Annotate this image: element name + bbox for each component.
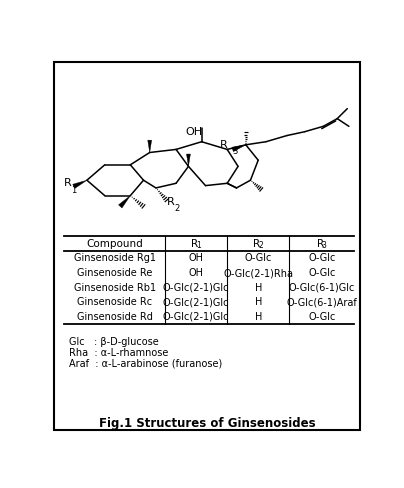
Text: O-Glc(6-1)Glc: O-Glc(6-1)Glc — [288, 283, 355, 293]
Text: Ginsenoside Rd: Ginsenoside Rd — [77, 312, 153, 322]
Text: O-Glc(2-1)Glc: O-Glc(2-1)Glc — [163, 312, 229, 322]
Text: Ginsenoside Rg1: Ginsenoside Rg1 — [74, 253, 156, 264]
Text: Ginsenoside Re: Ginsenoside Re — [77, 268, 153, 278]
Text: OH: OH — [189, 253, 204, 264]
Text: H: H — [255, 312, 262, 322]
Text: R: R — [167, 197, 175, 207]
Text: O-Glc: O-Glc — [308, 312, 335, 322]
Polygon shape — [148, 140, 152, 152]
Text: 1: 1 — [72, 185, 77, 195]
Polygon shape — [232, 145, 246, 152]
Text: 2: 2 — [258, 241, 263, 250]
Text: R: R — [317, 239, 324, 249]
Text: Ginsenoside Rb1: Ginsenoside Rb1 — [74, 283, 156, 293]
Text: O-Glc: O-Glc — [244, 253, 272, 264]
Text: Compound: Compound — [86, 239, 143, 249]
Text: R: R — [253, 239, 260, 249]
Text: O-Glc(6-1)Araf: O-Glc(6-1)Araf — [286, 297, 357, 307]
Text: 1: 1 — [196, 241, 201, 250]
Text: Rha  : α-L-rhamnose: Rha : α-L-rhamnose — [69, 347, 168, 358]
Text: OH: OH — [189, 268, 204, 278]
Text: H: H — [255, 283, 262, 293]
Text: Araf  : α-L-arabinose (furanose): Araf : α-L-arabinose (furanose) — [69, 359, 222, 368]
Text: Ginsenoside Rc: Ginsenoside Rc — [77, 297, 152, 307]
Text: 3: 3 — [232, 147, 237, 156]
Text: R: R — [220, 140, 228, 150]
Text: O-Glc(2-1)Glc: O-Glc(2-1)Glc — [163, 283, 229, 293]
Text: R: R — [191, 239, 198, 249]
Polygon shape — [187, 154, 190, 166]
Text: O-Glc: O-Glc — [308, 268, 335, 278]
Polygon shape — [73, 180, 87, 188]
Text: Fig.1 Structures of Ginsenosides: Fig.1 Structures of Ginsenosides — [99, 417, 316, 430]
Polygon shape — [118, 196, 130, 208]
Text: O-Glc: O-Glc — [308, 253, 335, 264]
Text: Glc   : β-D-glucose: Glc : β-D-glucose — [69, 337, 159, 347]
Text: O-Glc(2-1)Rha: O-Glc(2-1)Rha — [223, 268, 293, 278]
Text: R: R — [64, 178, 72, 188]
Text: OH: OH — [185, 127, 202, 137]
Text: 3: 3 — [322, 241, 326, 250]
Text: H: H — [255, 297, 262, 307]
Text: O-Glc(2-1)Glc: O-Glc(2-1)Glc — [163, 297, 229, 307]
Text: 2: 2 — [175, 204, 180, 213]
